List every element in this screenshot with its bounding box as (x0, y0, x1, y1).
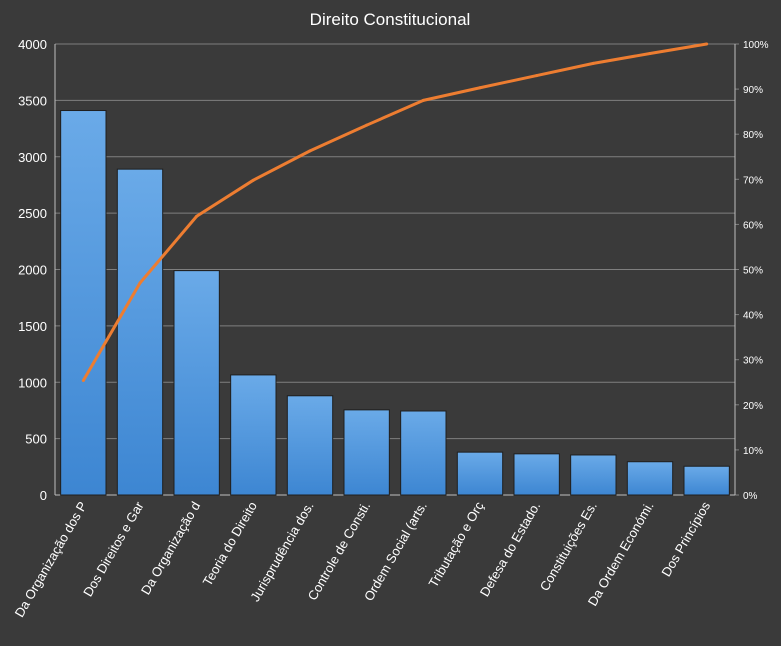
line-point (195, 214, 199, 218)
y2-tick-label: 70% (743, 175, 763, 186)
x-tick-label: Tributação e Orç (425, 499, 486, 590)
bars (60, 110, 730, 496)
line-point (705, 42, 709, 46)
line-point (648, 51, 652, 55)
y-tick-label: 2000 (18, 263, 47, 278)
y-tick-label: 0 (40, 488, 47, 503)
axes (54, 43, 739, 496)
x-tick-label: Controle de Consti. (305, 499, 374, 603)
x-tick-label: Dos Direitos e Gar (80, 498, 147, 599)
x-tick-label: Da Organização d (138, 499, 203, 597)
y2-tick-label: 80% (743, 130, 763, 141)
x-tick-label: Ordem Social (arts. (361, 499, 430, 603)
bar (173, 270, 220, 496)
y2-tick-label: 30% (743, 356, 763, 367)
line-point (535, 74, 539, 78)
bar (570, 454, 617, 496)
y-tick-label: 3000 (18, 150, 47, 165)
y2-tick-label: 100% (743, 40, 769, 51)
x-tick-label: Teoria do Direito (200, 499, 260, 588)
bar (230, 374, 277, 496)
line-point (308, 149, 312, 153)
x-tick-label: Dos Princípios (658, 499, 713, 580)
y2-tick-label: 0% (743, 491, 758, 502)
bar (116, 168, 164, 496)
y-tick-label: 2500 (18, 206, 47, 221)
x-tick-label: Jurisprudência dos. (247, 499, 316, 604)
bar (60, 110, 107, 496)
line-point (251, 178, 255, 182)
chart-title: Direito Constitucional (310, 10, 471, 29)
y2-tick-label: 10% (743, 446, 763, 457)
gridlines (55, 43, 735, 440)
y2-tick-label: 20% (743, 401, 763, 412)
bar (456, 451, 504, 496)
line-point (81, 378, 85, 382)
line-point (421, 98, 425, 102)
y2-tick-label: 90% (743, 85, 763, 96)
bar (343, 409, 390, 496)
y-tick-label: 1000 (18, 375, 47, 390)
bar (286, 395, 334, 496)
line-point (365, 123, 369, 127)
y2-tick-label: 50% (743, 266, 763, 277)
cumulative-percent-line (82, 42, 707, 382)
x-tick-label: Da Organização dos P (12, 499, 90, 620)
cumulative-line (81, 42, 709, 382)
y2-tick-label: 40% (743, 311, 763, 322)
line-point (478, 86, 482, 90)
bar (683, 465, 730, 496)
line-point (591, 61, 595, 65)
bar (626, 461, 674, 496)
bar (513, 453, 560, 496)
line-point (138, 281, 142, 285)
y-tick-label: 4000 (18, 37, 47, 52)
x-tick-label: Da Ordem Económi. (585, 499, 657, 608)
y-tick-label: 3500 (18, 93, 47, 108)
y2-tick-label: 60% (743, 220, 763, 231)
x-tick-label: Constituições Es. (537, 499, 600, 593)
bar (400, 410, 447, 496)
y-tick-label: 1500 (18, 319, 47, 334)
y-tick-label: 500 (25, 432, 47, 447)
x-tick-label: Defesa do Estado. (477, 499, 543, 599)
